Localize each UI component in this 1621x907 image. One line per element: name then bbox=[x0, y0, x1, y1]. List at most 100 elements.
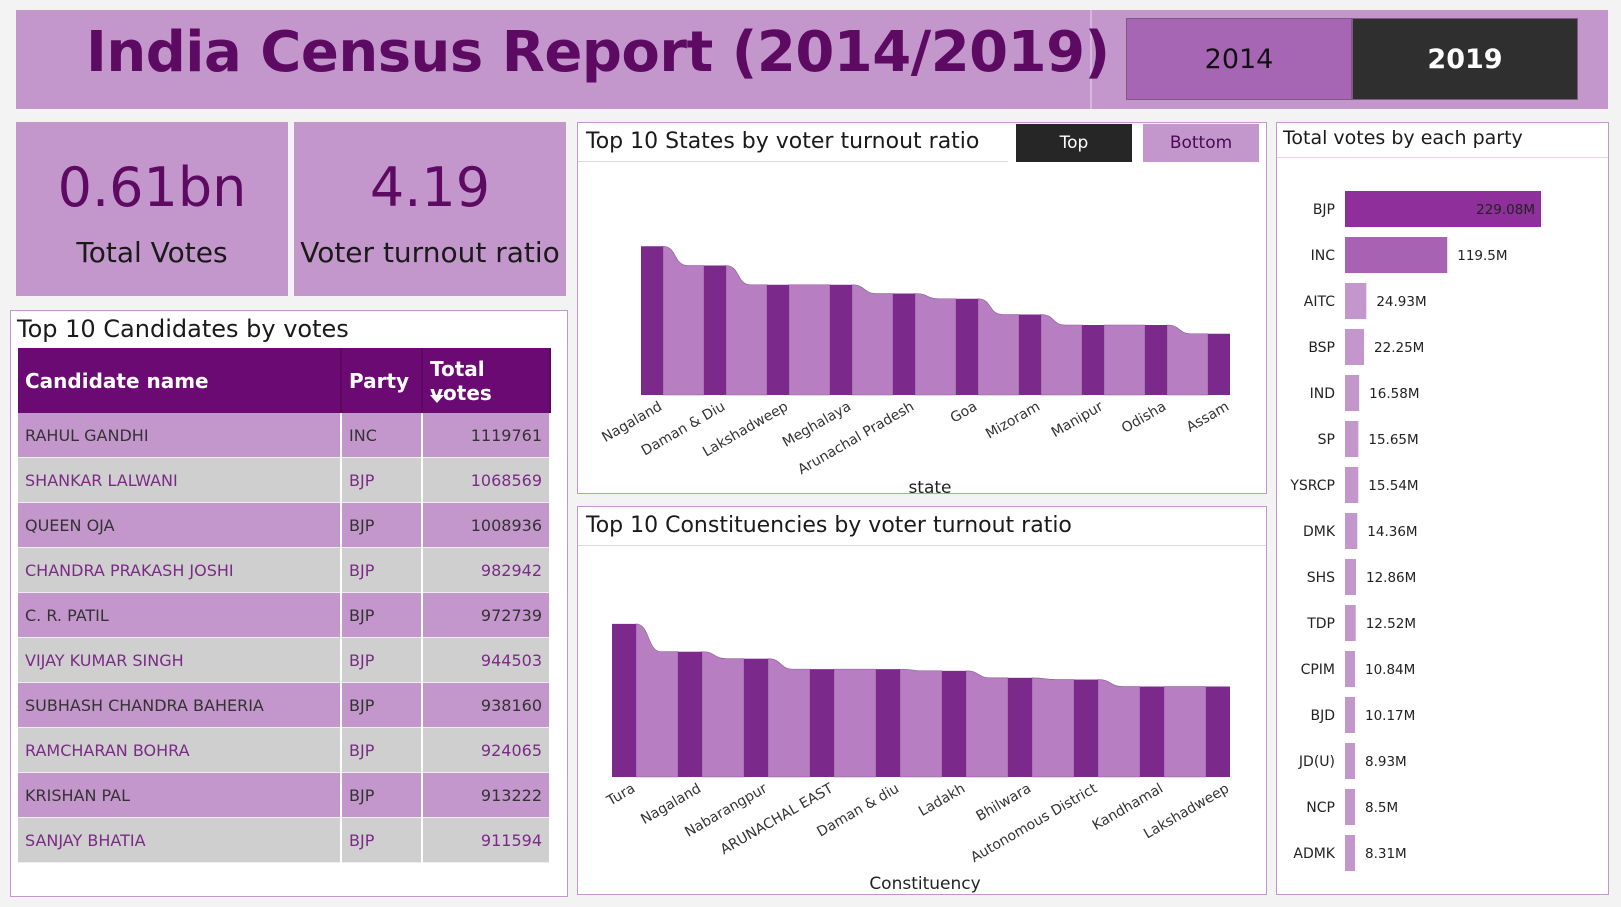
table-row[interactable]: QUEEN OJA BJP 1008936 bbox=[18, 502, 551, 548]
party-label: BJP bbox=[1313, 202, 1335, 218]
ribbon-connector bbox=[767, 658, 811, 778]
states-chart-panel: Top 10 States by voter turnout ratio Top… bbox=[577, 122, 1267, 494]
party-bar[interactable] bbox=[1345, 743, 1355, 779]
candidate-name-cell: CHANDRA PRAKASH JOSHI bbox=[18, 547, 342, 593]
party-label: SHS bbox=[1307, 570, 1335, 586]
bar-7[interactable] bbox=[1019, 314, 1041, 396]
party-cell: BJP bbox=[341, 772, 423, 818]
party-bar[interactable] bbox=[1345, 421, 1359, 457]
table-row[interactable]: VIJAY KUMAR SINGH BJP 944503 bbox=[18, 637, 551, 683]
bottom-toggle-button[interactable]: Bottom bbox=[1143, 124, 1259, 162]
party-bar[interactable] bbox=[1345, 375, 1360, 411]
top-toggle-button[interactable]: Top bbox=[1016, 124, 1132, 162]
table-row[interactable]: CHANDRA PRAKASH JOSHI BJP 982942 bbox=[18, 547, 551, 593]
candidate-name-cell: KRISHAN PAL bbox=[18, 772, 342, 818]
bar-8[interactable] bbox=[1082, 325, 1104, 395]
party-label: IND bbox=[1310, 386, 1335, 402]
party-bar[interactable] bbox=[1345, 789, 1355, 825]
total-votes-cell: 1008936 bbox=[422, 502, 551, 548]
voter-turnout-value: 4.19 bbox=[369, 156, 491, 219]
party-label: AITC bbox=[1304, 294, 1335, 310]
table-row[interactable]: RAMCHARAN BOHRA BJP 924065 bbox=[18, 727, 551, 773]
bar-8[interactable] bbox=[1074, 679, 1098, 777]
column-header-party[interactable]: Party bbox=[341, 348, 423, 413]
bar-3[interactable] bbox=[767, 284, 789, 395]
table-row[interactable]: KRISHAN PAL BJP 913222 bbox=[18, 772, 551, 818]
party-value-label: 15.65M bbox=[1368, 432, 1418, 448]
bar-2[interactable] bbox=[678, 651, 702, 777]
bar-6[interactable] bbox=[956, 298, 978, 395]
party-cell: BJP bbox=[341, 637, 423, 683]
party-label: SP bbox=[1318, 432, 1335, 448]
party-cell: BJP bbox=[341, 817, 423, 863]
bar-4[interactable] bbox=[810, 669, 834, 777]
constituencies-chart-title: Top 10 Constituencies by voter turnout r… bbox=[586, 513, 1072, 538]
bar-3[interactable] bbox=[744, 658, 768, 777]
party-value-label: 15.54M bbox=[1368, 478, 1418, 494]
party-bar[interactable] bbox=[1345, 513, 1358, 549]
party-cell: INC bbox=[341, 413, 423, 458]
states-title-divider bbox=[578, 161, 1008, 162]
total-votes-cell: 1068569 bbox=[422, 457, 551, 503]
total-votes-cell: 944503 bbox=[422, 637, 551, 683]
party-bar[interactable] bbox=[1345, 467, 1359, 503]
year-button-2019[interactable]: 2019 bbox=[1352, 18, 1578, 100]
bar-9[interactable] bbox=[1140, 686, 1164, 777]
bar-7[interactable] bbox=[1008, 677, 1032, 777]
bar-10[interactable] bbox=[1208, 333, 1230, 395]
table-row[interactable]: C. R. PATIL BJP 972739 bbox=[18, 592, 551, 638]
party-value-label: 10.17M bbox=[1365, 708, 1415, 724]
party-bar[interactable] bbox=[1345, 835, 1355, 871]
ribbon-connector bbox=[1163, 686, 1207, 778]
candidates-title: Top 10 Candidates by votes bbox=[17, 315, 349, 343]
table-row[interactable]: SANJAY BHATIA BJP 911594 bbox=[18, 817, 551, 863]
ribbon-connector bbox=[1097, 679, 1141, 778]
party-bar[interactable] bbox=[1345, 605, 1356, 641]
bar-5[interactable] bbox=[893, 293, 915, 396]
ribbon-connector bbox=[788, 284, 831, 396]
column-header-candidate-name[interactable]: Candidate name bbox=[18, 348, 342, 413]
voter-turnout-card: 4.19 Voter turnout ratio bbox=[294, 122, 566, 296]
party-value-label: 229.08M bbox=[1476, 202, 1535, 218]
page-title: India Census Report (2014/2019) bbox=[86, 20, 1110, 85]
bar-5[interactable] bbox=[876, 669, 900, 777]
ribbon-connector bbox=[1103, 324, 1146, 396]
ribbon-connector bbox=[1031, 677, 1075, 778]
table-row[interactable]: SUBHASH CHANDRA BAHERIA BJP 938160 bbox=[18, 682, 551, 728]
party-bar[interactable] bbox=[1345, 283, 1367, 319]
total-votes-card: 0.61bn Total Votes bbox=[16, 122, 288, 296]
bar-1[interactable] bbox=[641, 246, 663, 395]
bar-2[interactable] bbox=[704, 265, 726, 396]
party-bar[interactable] bbox=[1345, 191, 1541, 227]
table-row[interactable]: RAHUL GANDHI INC 1119761 bbox=[18, 413, 551, 458]
party-cell: BJP bbox=[341, 682, 423, 728]
party-cell: BJP bbox=[341, 547, 423, 593]
party-votes-panel: Total votes by each party BJP 229.08M INC 1… bbox=[1276, 122, 1609, 895]
party-bar[interactable] bbox=[1345, 237, 1448, 273]
total-votes-cell: 982942 bbox=[422, 547, 551, 593]
party-bar[interactable] bbox=[1345, 651, 1355, 687]
year-button-2014[interactable]: 2014 bbox=[1126, 18, 1352, 100]
party-bar[interactable] bbox=[1345, 697, 1355, 733]
party-label: INC bbox=[1311, 248, 1336, 264]
bar-10[interactable] bbox=[1206, 686, 1230, 777]
party-bar[interactable] bbox=[1345, 559, 1357, 595]
ribbon-connector bbox=[851, 284, 894, 396]
candidate-name-cell: VIJAY KUMAR SINGH bbox=[18, 637, 342, 683]
table-row[interactable]: SHANKAR LALWANI BJP 1068569 bbox=[18, 457, 551, 503]
x-tick-label: Manipur bbox=[1049, 398, 1107, 440]
bar-6[interactable] bbox=[942, 670, 966, 777]
candidate-name-cell: SUBHASH CHANDRA BAHERIA bbox=[18, 682, 342, 728]
constituencies-chart-panel: Top 10 Constituencies by voter turnout r… bbox=[577, 506, 1267, 895]
x-axis-label: Constituency bbox=[869, 874, 980, 893]
header-divider bbox=[1090, 10, 1092, 109]
ribbon-connector bbox=[914, 293, 957, 396]
bar-1[interactable] bbox=[612, 623, 636, 777]
bar-9[interactable] bbox=[1145, 325, 1167, 395]
bar-4[interactable] bbox=[830, 284, 852, 395]
column-header-total-votes[interactable]: Total votes bbox=[422, 348, 551, 413]
candidates-panel: Top 10 Candidates by votes Candidate nam… bbox=[10, 310, 568, 897]
party-bar[interactable] bbox=[1345, 329, 1365, 365]
total-votes-label: Total Votes bbox=[76, 236, 228, 269]
